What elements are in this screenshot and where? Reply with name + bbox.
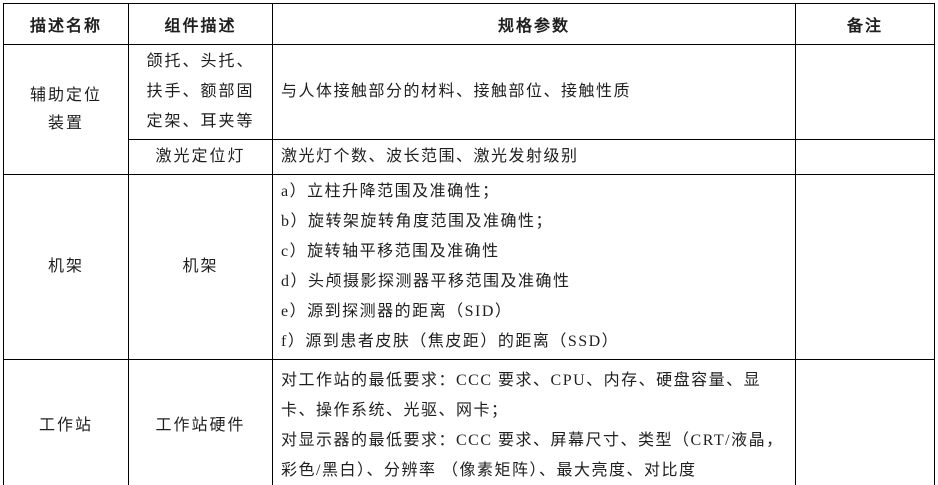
spec-parameters-table: 描述名称 组件描述 规格参数 备注 辅助定位 装置 颌托、头托、扶手、额部固定架… bbox=[3, 3, 935, 485]
cell-gantry-remark bbox=[795, 174, 935, 360]
workstation-spec-paragraph-2: 对显示器的最低要求：CCC 要求、屏幕尺寸、类型（CRT/液晶，彩色/黑白）、分… bbox=[281, 431, 784, 479]
header-remarks: 备注 bbox=[795, 3, 935, 45]
cell-workstation-component: 工作站硬件 bbox=[128, 359, 273, 485]
table-header-row: 描述名称 组件描述 规格参数 备注 bbox=[3, 3, 935, 45]
cell-workstation-spec: 对工作站的最低要求：CCC 要求、CPU、内存、硬盘容量、显卡、操作系统、光驱、… bbox=[272, 359, 796, 485]
cell-aux-spec: 与人体接触部分的材料、接触部位、接触性质 bbox=[272, 44, 796, 140]
gantry-spec-item-e: e）源到探测器的距离（SID） bbox=[281, 303, 513, 320]
gantry-spec-item-f: f）源到患者皮肤（焦皮距）的距离（SSD） bbox=[281, 333, 620, 350]
workstation-spec-paragraph-1: 对工作站的最低要求：CCC 要求、CPU、内存、硬盘容量、显卡、操作系统、光驱、… bbox=[281, 371, 762, 419]
header-component-description: 组件描述 bbox=[128, 3, 273, 45]
cell-gantry-name: 机架 bbox=[3, 174, 129, 360]
gantry-spec-item-d: d）头颅摄影探测器平移范围及准确性 bbox=[281, 273, 571, 290]
cell-aux-remark bbox=[795, 44, 935, 140]
cell-aux-name: 辅助定位 装置 bbox=[3, 44, 129, 175]
gantry-spec-item-c: c）旋转轴平移范围及准确性 bbox=[281, 243, 500, 260]
header-description-name: 描述名称 bbox=[3, 3, 129, 45]
row-aux-positioning-1: 辅助定位 装置 颌托、头托、扶手、额部固定架、耳夹等 与人体接触部分的材料、接触… bbox=[3, 44, 935, 175]
header-spec-parameters: 规格参数 bbox=[272, 3, 796, 45]
cell-gantry-spec: a）立柱升降范围及准确性； b）旋转架旋转角度范围及准确性； c）旋转轴平移范围… bbox=[272, 174, 796, 360]
cell-laser-remark bbox=[795, 139, 935, 175]
row-gantry: 机架 机架 a）立柱升降范围及准确性； b）旋转架旋转角度范围及准确性； c）旋… bbox=[3, 174, 935, 360]
gantry-spec-item-a: a）立柱升降范围及准确性； bbox=[281, 183, 500, 200]
row-workstation: 工作站 工作站硬件 对工作站的最低要求：CCC 要求、CPU、内存、硬盘容量、显… bbox=[3, 359, 935, 485]
cell-laser-spec: 激光灯个数、波长范围、激光发射级别 bbox=[272, 139, 796, 175]
cell-workstation-remark bbox=[795, 359, 935, 485]
cell-laser-component: 激光定位灯 bbox=[128, 139, 273, 175]
cell-workstation-name: 工作站 bbox=[3, 359, 129, 485]
cell-aux-component: 颌托、头托、扶手、额部固定架、耳夹等 bbox=[128, 44, 273, 140]
gantry-spec-item-b: b）旋转架旋转角度范围及准确性； bbox=[281, 213, 554, 230]
cell-gantry-component: 机架 bbox=[128, 174, 273, 360]
row-aux-positioning-2: 激光定位灯 激光灯个数、波长范围、激光发射级别 bbox=[4, 139, 935, 175]
